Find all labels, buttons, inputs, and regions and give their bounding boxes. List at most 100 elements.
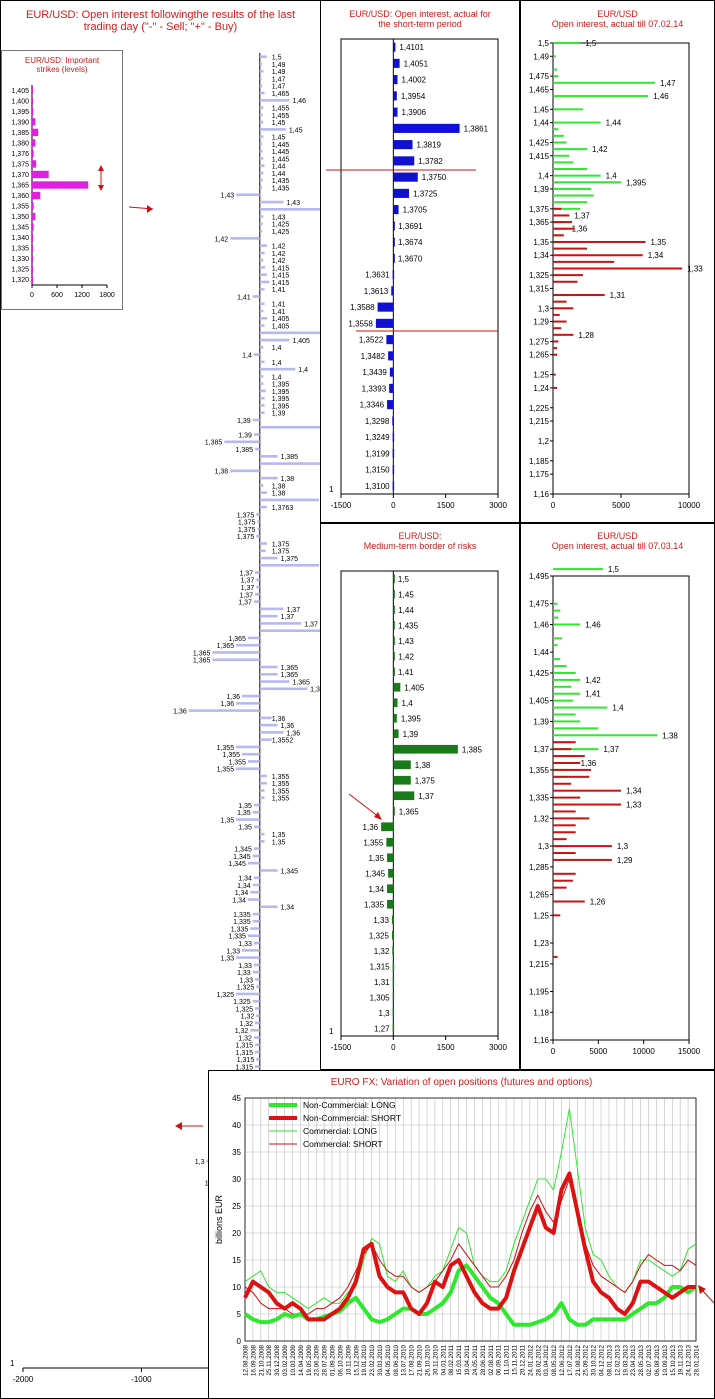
bar xyxy=(259,244,267,247)
y-tick-label: 1,32 xyxy=(533,814,549,823)
bar-label: 1,335 xyxy=(233,912,251,919)
y-tick-label: 1,25 xyxy=(533,371,549,380)
bar xyxy=(259,455,278,458)
bar xyxy=(392,946,394,956)
bar-label: 1,3861 xyxy=(464,124,489,133)
bar xyxy=(259,331,320,335)
bar xyxy=(259,324,265,327)
bar xyxy=(259,186,263,189)
bar-label: 1,4 xyxy=(272,360,282,367)
bar xyxy=(392,961,395,971)
bar xyxy=(32,139,36,147)
bar xyxy=(259,665,278,669)
bar xyxy=(259,687,308,691)
bar-label: 1,395 xyxy=(272,389,290,396)
bar xyxy=(259,157,264,160)
bar xyxy=(32,223,34,231)
corner-label: 1 xyxy=(10,1359,15,1368)
x-tick-label: 0 xyxy=(551,501,556,510)
bar xyxy=(553,872,576,875)
bar xyxy=(393,91,397,101)
bar xyxy=(253,600,260,603)
bar-label: 1,335 xyxy=(231,926,249,933)
bar xyxy=(259,491,267,494)
bar-label: 1,36 xyxy=(272,716,286,723)
bar xyxy=(259,411,265,415)
bar xyxy=(259,99,290,102)
bar-label: 1,47 xyxy=(660,79,676,88)
short-term-chart-title: EUR/USD: Open interest, actual for the s… xyxy=(349,9,491,29)
bar xyxy=(553,353,558,356)
bar-label: 1,35 xyxy=(237,810,251,817)
legend-label: Commercial: SHORT xyxy=(303,1139,383,1149)
bar xyxy=(259,106,264,109)
bar xyxy=(553,81,655,84)
bar-label: 1,39 xyxy=(272,411,286,418)
bar xyxy=(32,265,33,273)
category-label: 1,376 xyxy=(11,151,29,158)
bar xyxy=(250,890,260,894)
x-tick-label: 02.07.2013 xyxy=(646,1344,653,1376)
bar-label: 1,315 xyxy=(370,962,391,971)
y-tick-label: 0 xyxy=(237,1337,242,1346)
plot-area xyxy=(552,575,690,1041)
bar-label: 1,37 xyxy=(238,600,252,607)
bar xyxy=(259,309,264,313)
main-chart-title: EUR/USD: Open interest followingthe resu… xyxy=(25,9,295,33)
bar xyxy=(259,484,264,487)
bar-label: 1,315 xyxy=(236,1043,254,1050)
bar-label: 1,315 xyxy=(237,1057,255,1064)
bar xyxy=(381,822,394,832)
bar xyxy=(386,335,394,345)
x-tick-label: 600 xyxy=(51,292,63,299)
bar-label: 1,365 xyxy=(292,679,310,686)
bar-label: 1,365 xyxy=(193,658,211,665)
bar xyxy=(255,1043,260,1047)
bar-label: 1,5 xyxy=(272,55,282,62)
bar-label: 1,375 xyxy=(272,549,290,556)
bar-label: 1,45 xyxy=(272,135,286,142)
bar xyxy=(553,75,559,78)
x-tick-label: 08.06.2010 xyxy=(393,1344,400,1376)
bar xyxy=(393,237,395,247)
bar-label: 1,35 xyxy=(272,832,286,839)
bar-label: 1,3439 xyxy=(362,368,387,377)
bar xyxy=(259,404,265,407)
bar xyxy=(553,307,574,310)
x-tick-label: 21.09.2010 xyxy=(417,1344,424,1376)
bar xyxy=(393,107,398,117)
x-tick-label: 24.05.2011 xyxy=(472,1344,479,1375)
bar xyxy=(553,900,585,903)
bar-label: 1,32 xyxy=(241,1014,255,1021)
bar-label: 1,43 xyxy=(286,200,300,207)
plot-area xyxy=(340,570,499,1037)
bar xyxy=(393,713,397,723)
x-tick-label: 10.03.2009 xyxy=(290,1344,297,1376)
bar xyxy=(393,253,395,263)
bar-label: 1,375 xyxy=(281,556,299,563)
bar xyxy=(375,318,394,328)
bar-label: 1,45 xyxy=(289,127,303,134)
bar xyxy=(393,123,460,133)
bar xyxy=(259,840,265,843)
x-tick-label: 10000 xyxy=(678,501,701,510)
bar xyxy=(553,168,587,171)
bar xyxy=(247,760,260,763)
bar xyxy=(553,267,683,270)
bar-label: 1,38 xyxy=(272,483,286,490)
bar xyxy=(252,811,260,814)
bar xyxy=(553,852,576,855)
y-tick-label: 1,465 xyxy=(529,85,550,94)
bar-label: 1,365 xyxy=(281,665,299,672)
bar xyxy=(553,274,583,277)
bar xyxy=(259,796,265,800)
bar xyxy=(553,128,559,131)
bar xyxy=(553,685,572,688)
y-tick-label: 1,25 xyxy=(533,911,549,920)
y-tick-label: 1,23 xyxy=(533,939,549,948)
bar xyxy=(393,188,410,198)
bar xyxy=(259,905,278,909)
arrow-head xyxy=(147,205,153,213)
bar xyxy=(393,605,395,615)
bar xyxy=(393,140,413,150)
